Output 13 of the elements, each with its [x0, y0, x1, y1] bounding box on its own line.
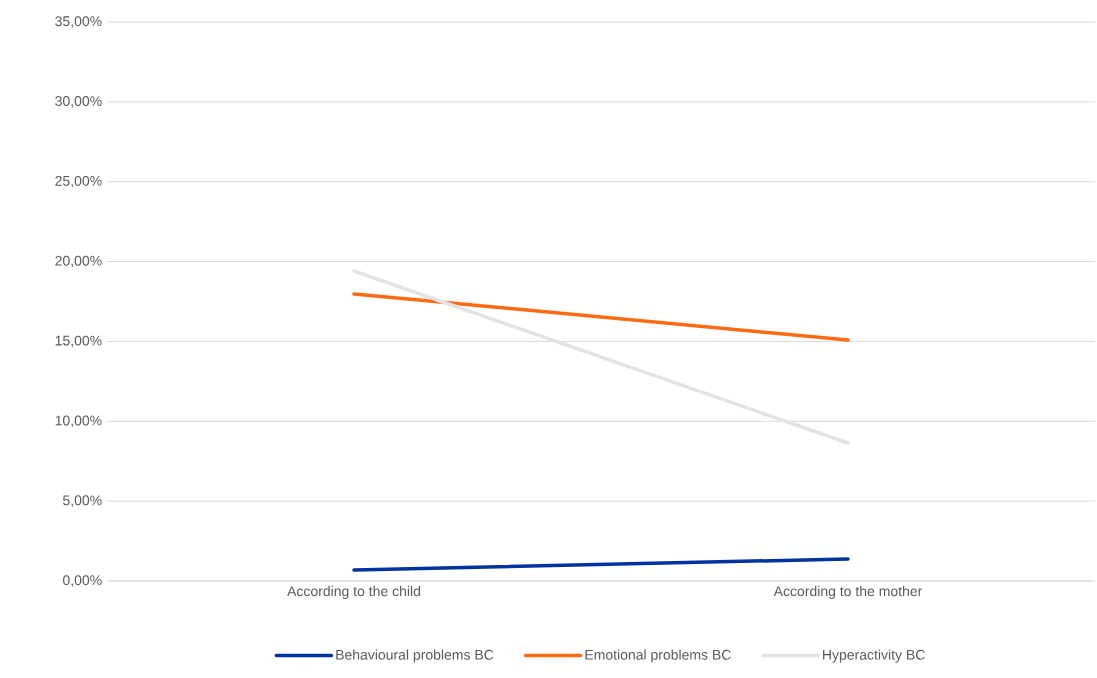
legend-label: Hyperactivity BC: [823, 649, 925, 663]
y-tick-label: 10,00%: [55, 415, 102, 428]
y-tick-label: 20,00%: [55, 255, 102, 268]
y-tick-label: 35,00%: [55, 16, 102, 28]
y-tick-label: 30,00%: [55, 96, 102, 108]
legend-label: Behavioural problems BC: [336, 649, 494, 663]
x-tick-label: According to the mother: [773, 585, 923, 599]
legend-label: Emotional problems BC: [585, 649, 731, 663]
x-tick-label: According to the child: [287, 585, 421, 599]
y-tick-label: 0,00%: [62, 575, 102, 587]
y-tick-label: 15,00%: [55, 335, 102, 348]
y-tick-label: 5,00%: [63, 495, 102, 507]
y-tick-label: 25,00%: [55, 175, 102, 188]
